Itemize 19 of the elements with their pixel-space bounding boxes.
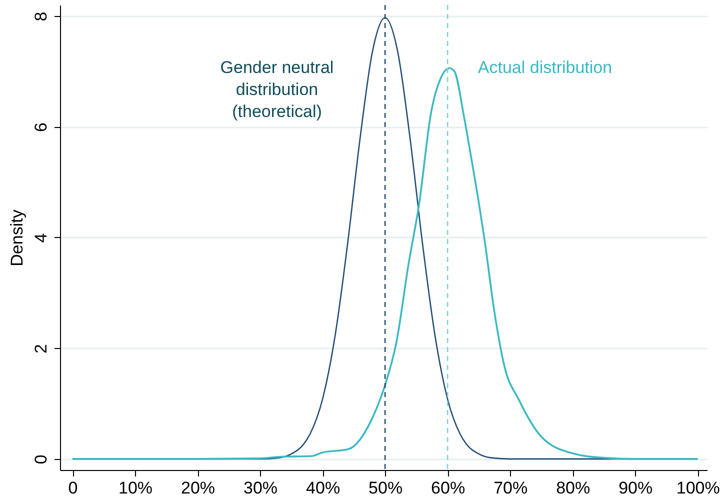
y-tick-label: 4 [32, 233, 50, 243]
y-tick-label: 8 [32, 12, 50, 22]
y-tick-label: 6 [32, 122, 50, 132]
x-tick-label: 30% [244, 478, 278, 498]
x-tick-label: 10% [118, 478, 153, 498]
x-tick-label: 40% [306, 478, 340, 498]
x-tick-label: 70% [494, 478, 528, 498]
y-axis-title: Density [8, 209, 26, 266]
x-tick-label: 0 [68, 478, 78, 498]
x-tick-label: 50% [368, 478, 403, 498]
annotation: Gender neutral distribution (theoretical) [220, 58, 334, 121]
x-tick-label: 90% [618, 478, 653, 498]
x-tick-label: 100% [676, 478, 720, 498]
y-tick-label: 0 [32, 454, 50, 464]
y-tick-label: 2 [32, 344, 50, 354]
x-tick-label: 80% [556, 478, 590, 498]
annotation: Actual distribution [478, 58, 612, 77]
x-tick-label: 20% [181, 478, 216, 498]
x-tick-label: 60% [431, 478, 466, 498]
